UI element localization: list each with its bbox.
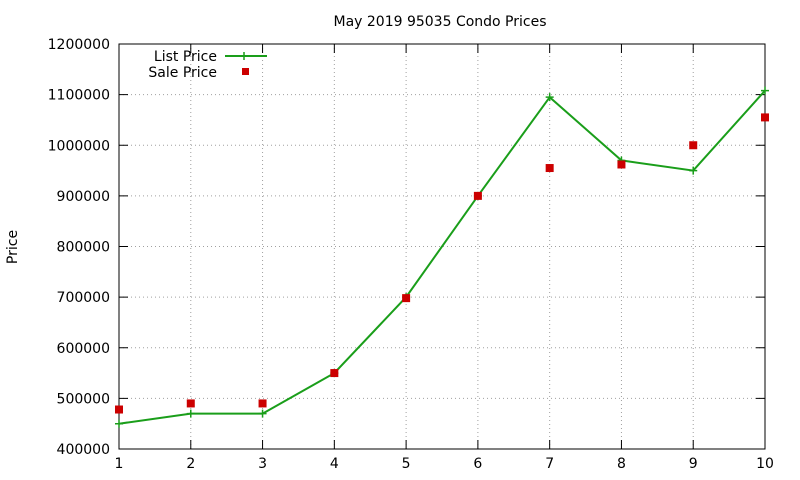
legend-label-sale-price: Sale Price xyxy=(148,65,217,81)
list-price-point xyxy=(761,86,769,95)
list-price-point xyxy=(186,409,195,418)
x-tick-label: 4 xyxy=(330,456,339,472)
legend-marker-list-price xyxy=(240,52,248,60)
y-tick-label: 1200000 xyxy=(48,37,110,53)
x-tick-label: 5 xyxy=(402,456,411,472)
sale-price-point xyxy=(258,399,267,408)
sale-price-point xyxy=(473,191,482,200)
list-price-line xyxy=(118,89,766,425)
legend-marker-sale-price xyxy=(242,68,249,75)
sale-price-point xyxy=(617,160,626,169)
y-axis-label: Price xyxy=(5,230,21,264)
sale-price-point xyxy=(330,369,339,378)
x-tick-label: 1 xyxy=(115,456,124,472)
sale-price-point xyxy=(761,113,769,122)
series-layer xyxy=(115,86,769,428)
x-tick-label: 10 xyxy=(756,456,774,472)
y-tick-label: 800000 xyxy=(57,240,110,256)
x-tick-label: 8 xyxy=(617,456,626,472)
x-tick-label: 2 xyxy=(186,456,195,472)
y-tick-label: 1100000 xyxy=(48,88,110,104)
sale-price-point xyxy=(186,399,195,408)
y-tick-label: 400000 xyxy=(57,442,110,458)
y-tick-label: 1000000 xyxy=(48,138,110,154)
axis-ticks: 400000 500000 600000 700000 800000 900000 1000… xyxy=(48,37,774,472)
sale-price-point xyxy=(402,294,411,303)
chart-title: May 2019 95035 Condo Prices xyxy=(333,14,546,30)
list-price-point xyxy=(258,409,267,418)
sale-price-point xyxy=(115,405,123,414)
y-tick-label: 600000 xyxy=(57,341,110,357)
x-tick-label: 3 xyxy=(258,456,267,472)
x-tick-label: 7 xyxy=(545,456,554,472)
sale-price-point xyxy=(545,164,554,173)
x-tick-label: 6 xyxy=(473,456,482,472)
legend-label-list-price: List Price xyxy=(154,49,217,65)
y-tick-label: 700000 xyxy=(57,290,110,306)
legend: List Price Sale Price xyxy=(148,49,267,81)
x-tick-label: 9 xyxy=(689,456,698,472)
y-tick-label: 500000 xyxy=(57,391,110,407)
list-price-point xyxy=(689,166,698,175)
list-price-point xyxy=(545,93,554,102)
sale-price-point xyxy=(689,141,698,150)
list-price-point xyxy=(115,419,123,428)
y-tick-label: 900000 xyxy=(57,189,110,205)
